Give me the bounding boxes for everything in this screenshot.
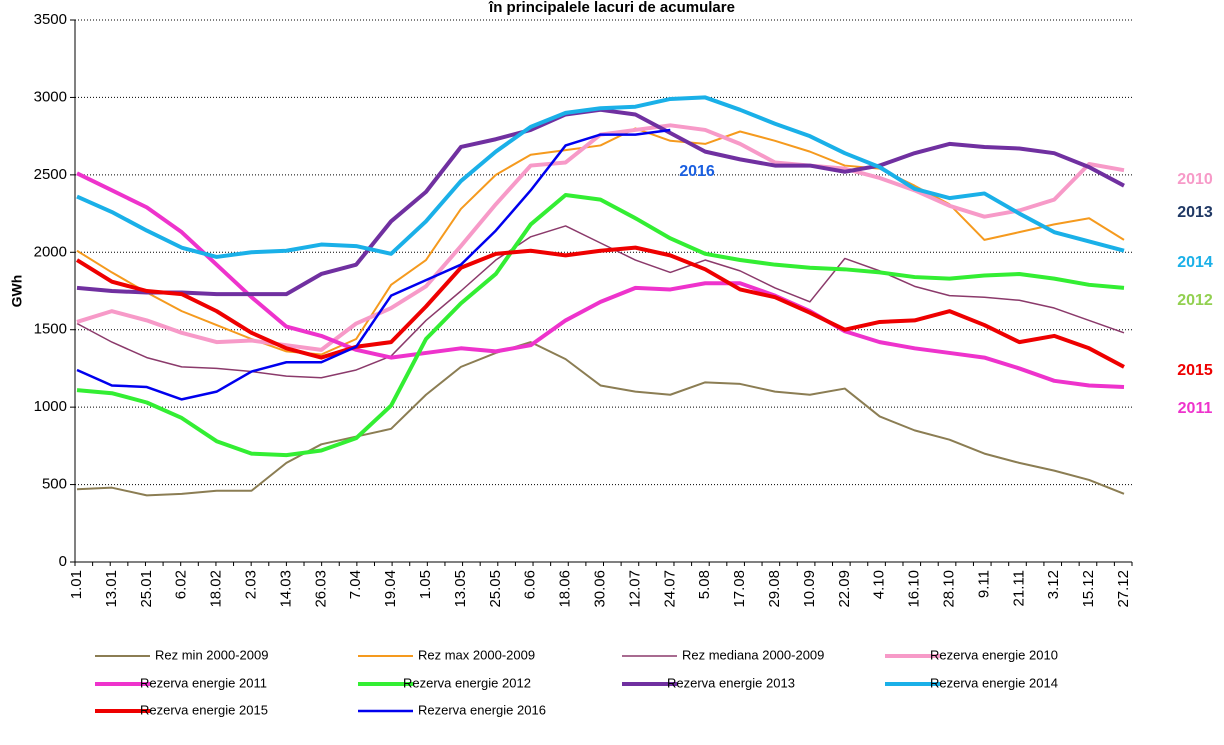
y-axis-label: GWh xyxy=(9,275,25,308)
x-tick-label: 30.06 xyxy=(591,570,608,608)
x-tick-label: 29.08 xyxy=(766,570,783,608)
annotation: 2013 xyxy=(1177,204,1213,221)
legend-label: Rez max 2000-2009 xyxy=(418,647,535,662)
x-tick-label: 10.09 xyxy=(801,570,818,608)
y-tick-label: 2500 xyxy=(34,166,67,183)
x-tick-label: 2.03 xyxy=(242,570,259,599)
annotation: 2010 xyxy=(1177,171,1213,188)
series-line xyxy=(76,128,671,401)
series-line xyxy=(76,192,1125,458)
x-tick-label: 18.02 xyxy=(208,570,225,608)
x-tick-label: 13.01 xyxy=(103,570,120,608)
x-tick-label: 15.12 xyxy=(1080,570,1097,608)
series-line xyxy=(76,171,1125,390)
annotation: 2016 xyxy=(679,163,715,180)
legend-label: Rez mediana 2000-2009 xyxy=(682,647,824,662)
chart-title: în principalele lacuri de acumulare xyxy=(488,0,735,16)
x-tick-label: 5.08 xyxy=(696,570,713,599)
legend-label: Rezerva energie 2015 xyxy=(140,702,268,717)
series-line xyxy=(76,95,1125,259)
annotation: 2014 xyxy=(1177,254,1213,271)
x-tick-label: 26.03 xyxy=(312,570,329,608)
x-tick-label: 6.06 xyxy=(522,570,539,599)
x-tick-label: 7.04 xyxy=(347,570,364,599)
y-tick-label: 0 xyxy=(59,553,67,570)
y-tick-label: 1500 xyxy=(34,321,67,338)
x-tick-label: 27.12 xyxy=(1115,570,1132,608)
x-tick-label: 3.12 xyxy=(1045,570,1062,599)
x-tick-label: 25.01 xyxy=(138,570,155,608)
x-tick-label: 9.11 xyxy=(975,570,992,598)
x-tick-label: 1.01 xyxy=(68,570,85,599)
y-tick-label: 3000 xyxy=(34,88,67,105)
x-tick-label: 6.02 xyxy=(173,570,190,599)
series-line xyxy=(76,107,1125,297)
x-tick-label: 1.05 xyxy=(417,570,434,599)
series-line xyxy=(75,245,1125,369)
annotation: 2015 xyxy=(1177,362,1213,379)
x-tick-label: 17.08 xyxy=(731,570,748,608)
x-tick-label: 25.05 xyxy=(487,570,504,608)
x-tick-label: 24.07 xyxy=(661,570,678,608)
y-tick-label: 1000 xyxy=(34,398,67,415)
legend-label: Rezerva energie 2014 xyxy=(930,675,1058,690)
x-tick-label: 19.04 xyxy=(382,570,399,608)
x-tick-label: 14.03 xyxy=(277,570,294,608)
legend-label: Rezerva energie 2010 xyxy=(930,647,1058,662)
legend-label: Rezerva energie 2011 xyxy=(140,675,267,690)
x-tick-label: 22.09 xyxy=(836,570,853,608)
y-tick-label: 2000 xyxy=(34,243,67,260)
x-tick-label: 18.06 xyxy=(557,570,574,608)
legend-label: Rezerva energie 2013 xyxy=(667,675,795,690)
annotation: 2011 xyxy=(1178,400,1213,417)
annotation: 2012 xyxy=(1177,292,1213,309)
x-tick-label: 12.07 xyxy=(626,570,643,608)
series-line xyxy=(76,341,1125,497)
y-tick-label: 500 xyxy=(42,476,67,493)
legend-label: Rezerva energie 2012 xyxy=(403,675,531,690)
legend-label: Rez min 2000-2009 xyxy=(155,647,268,662)
x-tick-label: 16.10 xyxy=(906,570,923,608)
x-tick-label: 13.05 xyxy=(452,570,469,608)
y-tick-label: 3500 xyxy=(34,11,67,28)
x-tick-label: 28.10 xyxy=(940,570,957,608)
x-tick-label: 4.10 xyxy=(871,570,888,599)
legend-label: Rezerva energie 2016 xyxy=(418,702,546,717)
x-tick-label: 21.11 xyxy=(1010,570,1027,606)
